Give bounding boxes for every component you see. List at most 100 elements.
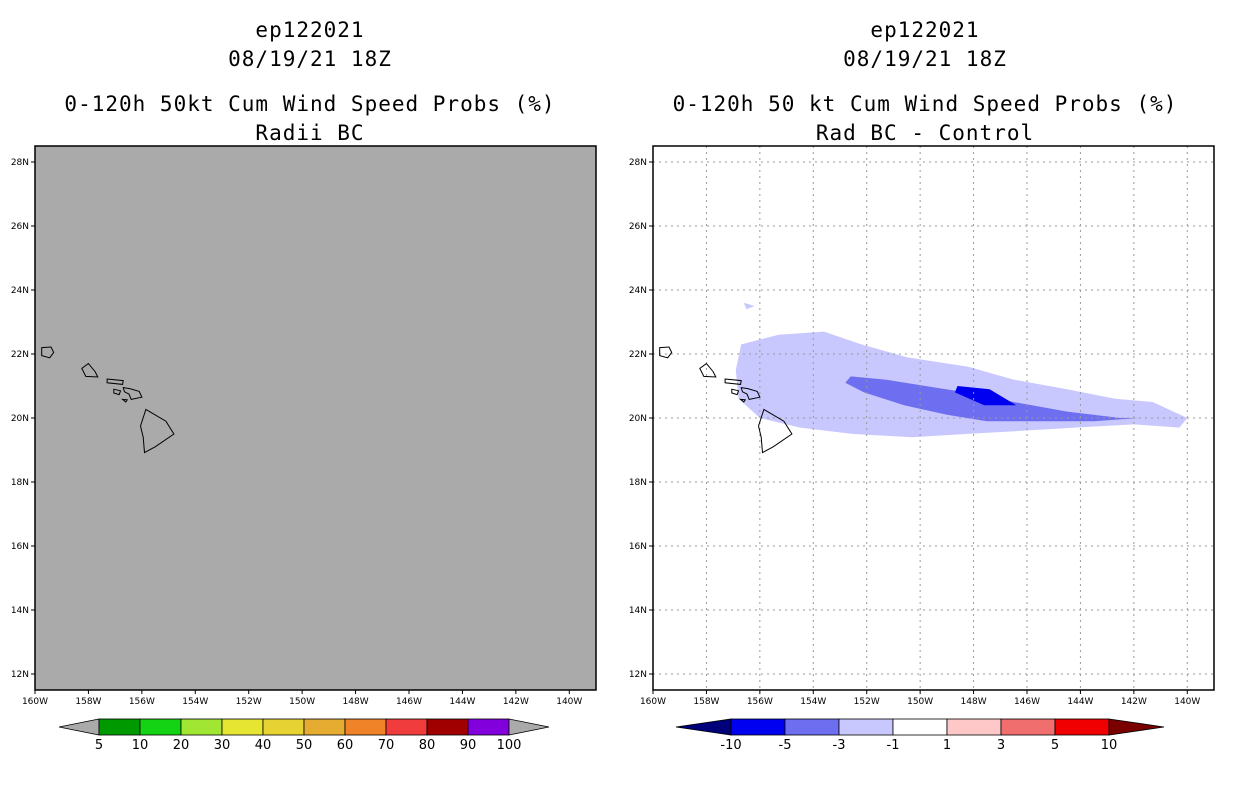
right-title-product: 0-120h 50 kt Cum Wind Speed Probs (%) [672, 92, 1178, 116]
colorbar-segment [1000, 718, 1056, 736]
island-maui [740, 386, 761, 400]
colorbar-segment [98, 718, 141, 736]
colorbar-label: 20 [173, 738, 190, 753]
y-tick-label: 24N [11, 286, 29, 296]
left-title-run: Radii BC [255, 121, 365, 145]
colorbar-segment [892, 718, 948, 736]
colorbar-segment [180, 718, 223, 736]
x-tick-label: 160W [22, 697, 48, 707]
colorbar-segment [838, 718, 894, 736]
colorbar-label: 60 [337, 738, 354, 753]
x-tick-label: 146W [1014, 697, 1040, 707]
colorbar-segment [467, 718, 510, 736]
left-chart-title: ep122021 08/19/21 18Z 0-120h 50kt Cum Wi… [30, 16, 590, 148]
colorbar-segment [385, 718, 428, 736]
colorbar-over-arrow [1108, 718, 1165, 736]
x-tick-label: 152W [854, 697, 880, 707]
y-tick-label: 20N [629, 414, 647, 424]
x-tick-label: 152W [236, 697, 262, 707]
colorbar-label: 5 [95, 738, 103, 753]
colorbar-1: 5 10 20 30 40 50 60 70 80 90 100 [58, 718, 550, 753]
island-kahoolawe [121, 398, 129, 403]
y-tick-label: 18N [11, 478, 29, 488]
plot-area-below-threshold [35, 146, 596, 690]
contour-fill-1 [735, 331, 1188, 438]
right-title-storm: ep122021 [870, 18, 980, 42]
colorbar-segment [946, 718, 1002, 736]
colorbar-label: -5 [779, 738, 792, 753]
colorbar-label: 100 [497, 738, 522, 753]
plot-panel-1: 160W 158W 156W 154W 152W 150W 148W 146W 144W 142W… [11, 145, 597, 753]
colorbar-label: 5 [1051, 738, 1059, 753]
colorbar-segment [262, 718, 305, 736]
x-tick-label: 154W [800, 697, 826, 707]
colorbar-label: -3 [833, 738, 846, 753]
y-tick-label: 16N [11, 542, 29, 552]
y-tick-label: 16N [629, 542, 647, 552]
y-tick-label: 14N [629, 606, 647, 616]
y-tick-label: 12N [11, 670, 29, 680]
x-tick-label: 150W [289, 697, 315, 707]
island-lanai [731, 388, 740, 396]
contour-fill-2 [743, 302, 755, 310]
x-tick-label: 156W [129, 697, 155, 707]
y-tick-label: 14N [11, 606, 29, 616]
x-tick-label: 154W [182, 697, 208, 707]
colorbar-label: -10 [720, 738, 741, 753]
y-tick-label: 18N [629, 478, 647, 488]
x-tick-label: 148W [343, 697, 369, 707]
left-title-date: 08/19/21 18Z [228, 47, 392, 71]
colorbar-label: 50 [296, 738, 313, 753]
x-tick-label: 144W [1067, 697, 1093, 707]
colorbar-segment [139, 718, 182, 736]
island-molokai [106, 378, 124, 385]
left-title-storm: ep122021 [255, 18, 365, 42]
colorbar-under-arrow [58, 718, 100, 736]
island-hawaii [139, 408, 175, 454]
y-tick-label: 24N [629, 286, 647, 296]
island-kauai [41, 346, 55, 359]
left-title-product: 0-120h 50kt Cum Wind Speed Probs (%) [64, 92, 556, 116]
colorbar-segment [784, 718, 840, 736]
y-tick-label: 26N [11, 222, 29, 232]
x-tick-label: 140W [556, 697, 582, 707]
colorbar-label: 1 [943, 738, 951, 753]
x-tick-label: 150W [907, 697, 933, 707]
x-tick-label: 160W [640, 697, 666, 707]
colorbar-segment [221, 718, 264, 736]
right-chart-title: ep122021 08/19/21 18Z 0-120h 50 kt Cum W… [620, 16, 1230, 148]
y-tick-label: 22N [11, 350, 29, 360]
colorbar-label: 10 [132, 738, 149, 753]
contour-fill-4 [954, 386, 1017, 406]
island-hawaii [757, 408, 793, 454]
colorbar-label: 80 [419, 738, 436, 753]
colorbar-segment [1054, 718, 1110, 736]
y-tick-label: 28N [11, 158, 29, 168]
x-tick-label: 142W [503, 697, 529, 707]
colorbar-segment [730, 718, 786, 736]
x-tick-label: 156W [747, 697, 773, 707]
y-tick-label: 20N [11, 414, 29, 424]
colorbar-under-arrow [675, 718, 732, 736]
colorbar-segment [303, 718, 346, 736]
x-tick-label: 158W [693, 697, 719, 707]
colorbar-label: 70 [378, 738, 395, 753]
colorbar-label: 30 [214, 738, 231, 753]
colorbar-label: 3 [997, 738, 1005, 753]
x-tick-label: 148W [961, 697, 987, 707]
colorbar-segment [426, 718, 469, 736]
plot-panel-2: 160W 158W 156W 154W 152W 150W 148W 146W 144W 142W… [629, 145, 1215, 753]
y-tick-label: 26N [629, 222, 647, 232]
y-tick-label: 12N [629, 670, 647, 680]
right-title-run: Rad BC - Control [815, 121, 1035, 145]
colorbar-label: 10 [1101, 738, 1118, 753]
x-tick-label: 158W [75, 697, 101, 707]
x-tick-label: 144W [449, 697, 475, 707]
island-molokai [724, 378, 742, 385]
x-tick-label: 146W [396, 697, 422, 707]
colorbar-segment [344, 718, 387, 736]
island-oahu [81, 362, 99, 378]
island-oahu [699, 362, 717, 378]
island-kahoolawe [739, 398, 747, 403]
